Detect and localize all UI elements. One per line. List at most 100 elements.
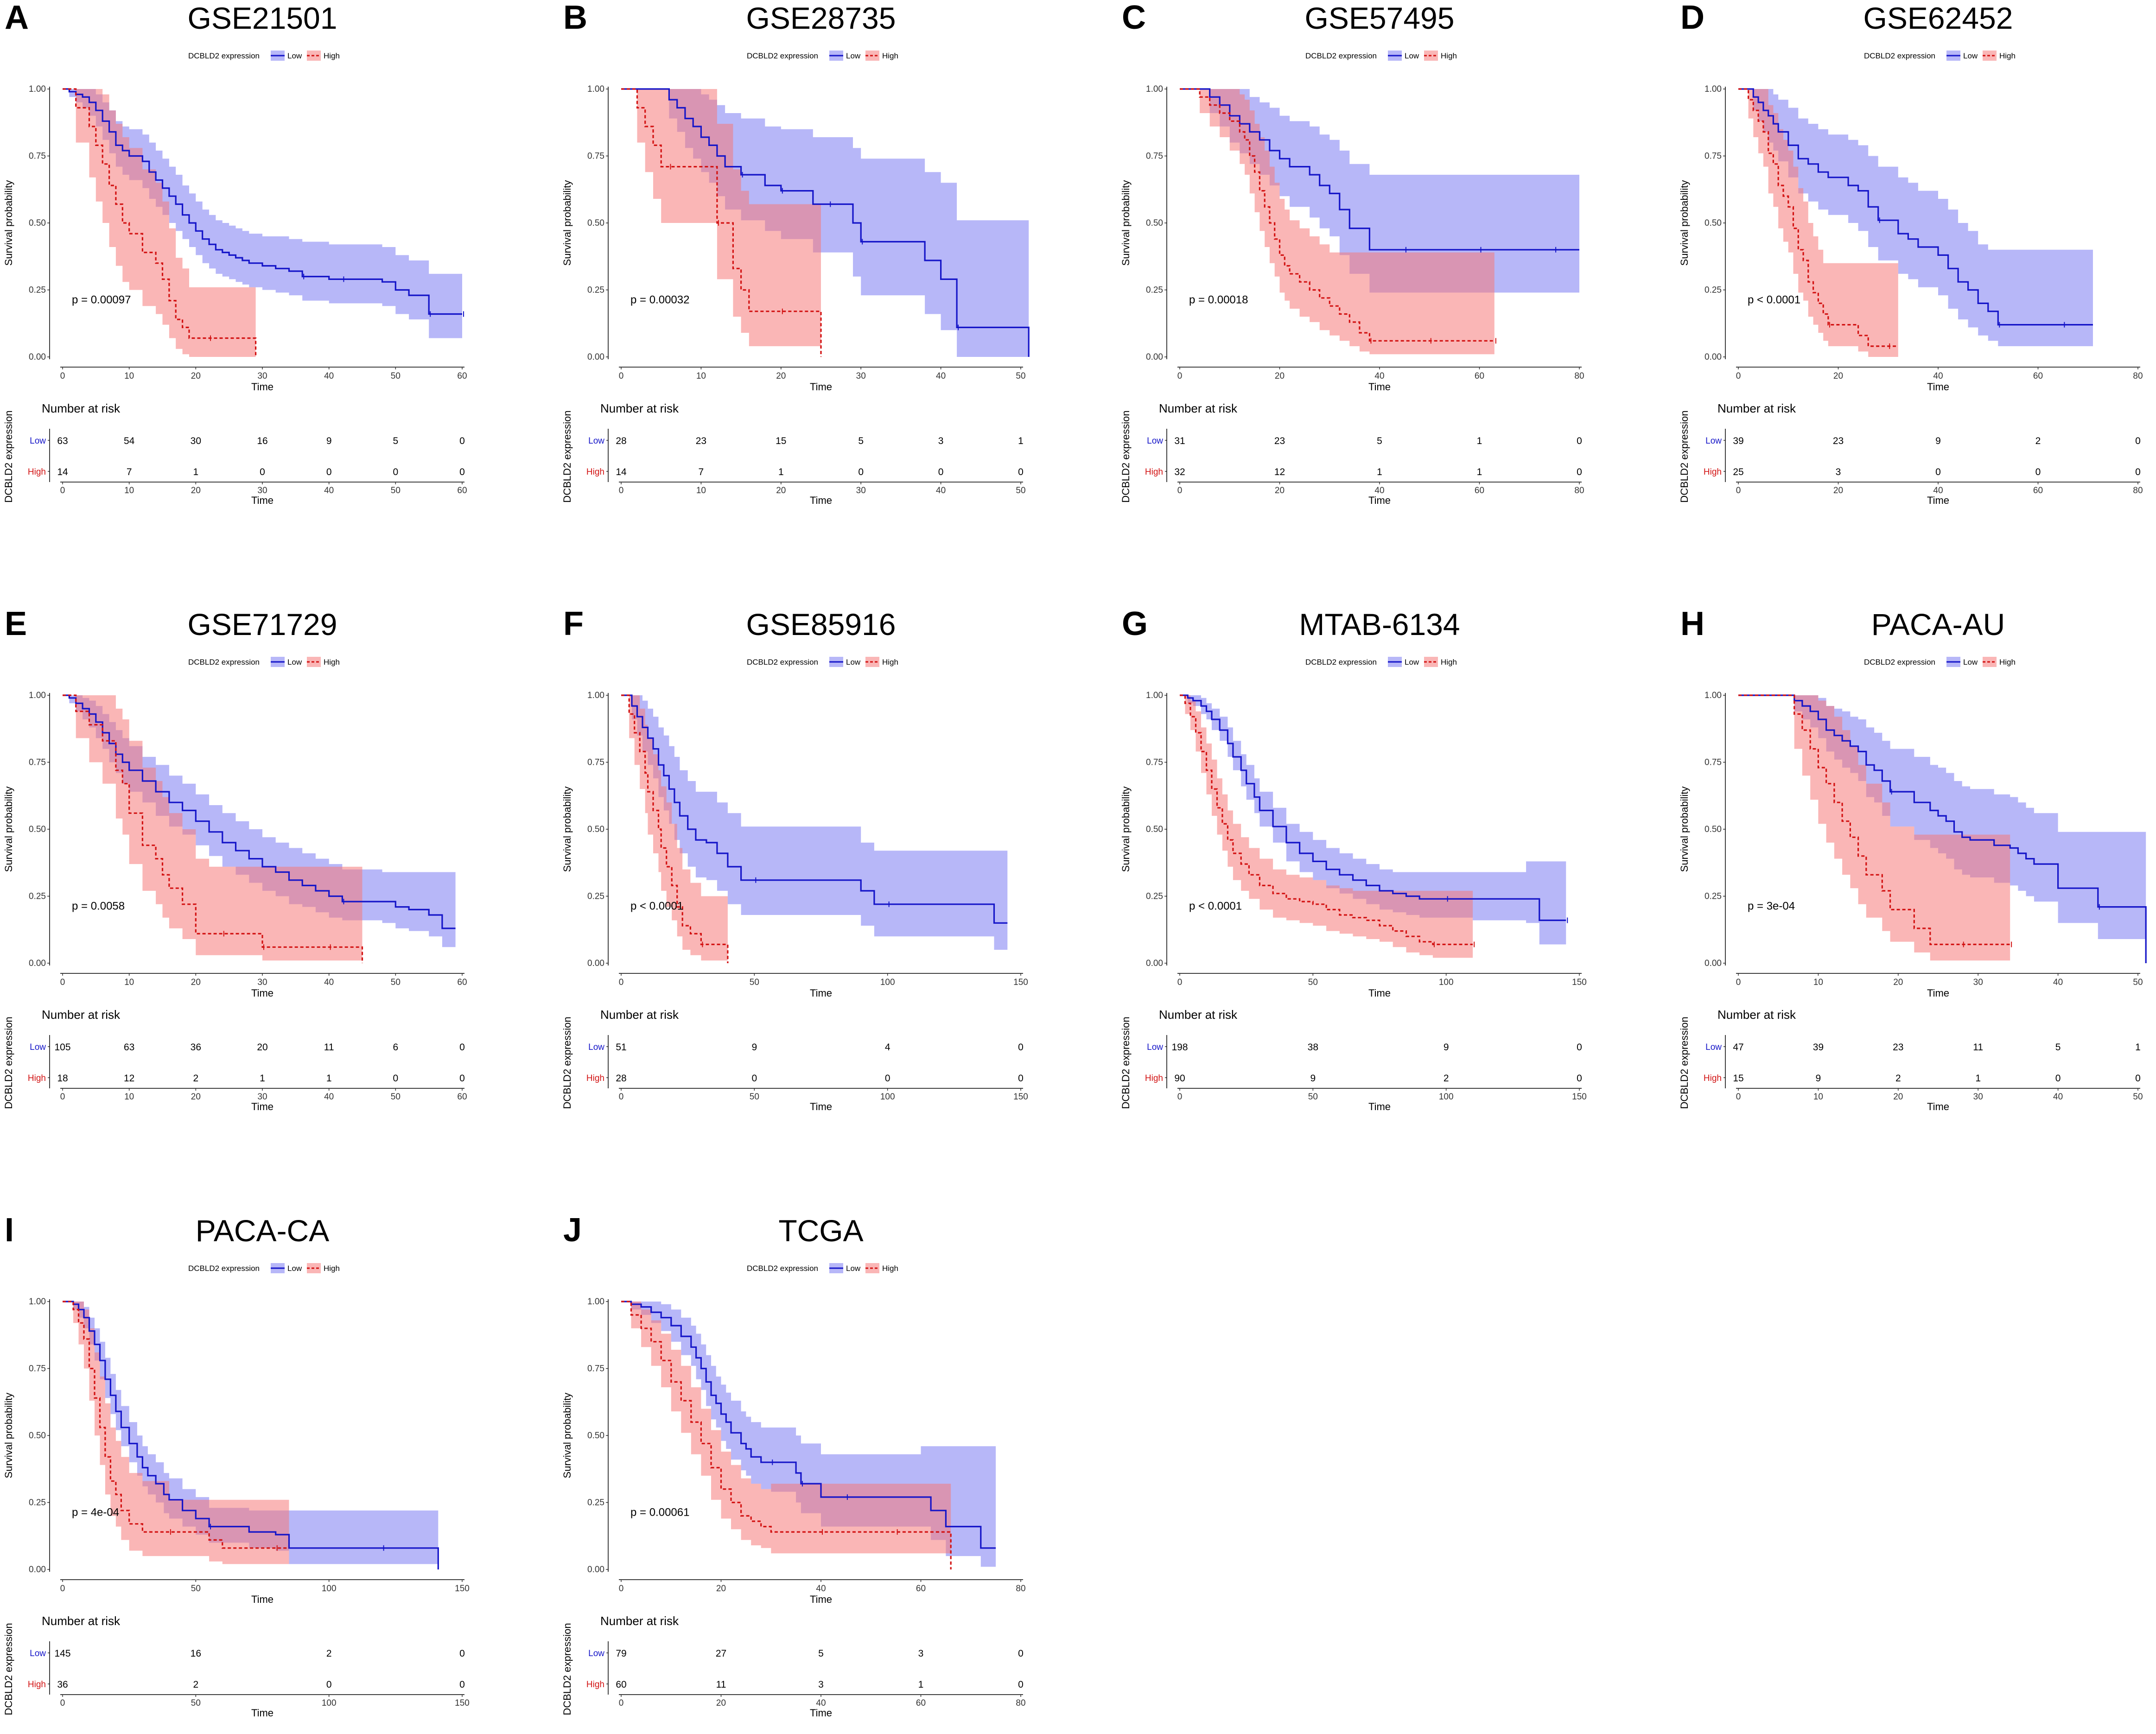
risk-table-title: Number at risk bbox=[1159, 401, 1238, 415]
risk-count-high: 25 bbox=[1733, 467, 1743, 477]
risk-count-low: 28 bbox=[616, 436, 626, 446]
survival-curve-low bbox=[63, 694, 456, 929]
risk-strata-low: Low bbox=[30, 1649, 46, 1658]
y-tick-label: 0.25 bbox=[29, 1498, 46, 1508]
risk-count-low: 23 bbox=[1893, 1042, 1903, 1053]
risk-count-high: 1 bbox=[193, 467, 198, 477]
risk-x-tick-label: 50 bbox=[2133, 1092, 2143, 1102]
risk-y-axis-title: DCBLD2 expression bbox=[561, 410, 573, 502]
risk-count-low: 105 bbox=[54, 1042, 70, 1053]
y-tick-label: 0.50 bbox=[1146, 825, 1163, 834]
risk-count-high: 1 bbox=[918, 1679, 924, 1690]
risk-x-tick-label: 0 bbox=[1736, 1092, 1741, 1102]
x-tick-label: 50 bbox=[750, 978, 759, 987]
risk-count-low: 5 bbox=[2055, 1042, 2061, 1053]
y-tick-label: 0.00 bbox=[1704, 959, 1722, 968]
panel-g: G MTAB-6134 DCBLD2 expression Low High 0.00 0.… bbox=[1120, 605, 1587, 1112]
x-tick-label: 100 bbox=[880, 978, 895, 987]
y-tick-label: 0.50 bbox=[29, 1431, 46, 1441]
panel-title: GSE71729 bbox=[188, 607, 337, 642]
risk-x-tick-label: 80 bbox=[1574, 486, 1584, 495]
x-tick-label: 0 bbox=[1736, 978, 1741, 987]
survival-curve-high bbox=[1738, 694, 2010, 946]
risk-x-tick-label: 40 bbox=[1933, 486, 1943, 495]
survival-curve-low bbox=[63, 88, 462, 315]
y-tick-label: 0.25 bbox=[1146, 892, 1163, 902]
legend-low-label: Low bbox=[1405, 51, 1419, 60]
risk-x-tick-label: 100 bbox=[322, 1698, 337, 1708]
legend-high-label: High bbox=[324, 658, 340, 667]
panel-title: GSE21501 bbox=[188, 1, 337, 35]
risk-count-high: 0 bbox=[459, 1679, 465, 1690]
p-value: p = 0.00097 bbox=[72, 293, 131, 306]
risk-count-low: 3 bbox=[938, 436, 944, 446]
risk-x-axis-title: Time bbox=[251, 1707, 273, 1719]
risk-y-axis-title: DCBLD2 expression bbox=[1679, 1016, 1690, 1109]
risk-count-high: 2 bbox=[193, 1073, 198, 1084]
risk-strata-low: Low bbox=[1147, 1042, 1163, 1052]
survival-curve-low bbox=[1180, 88, 1579, 251]
panel-title: MTAB-6134 bbox=[1299, 607, 1460, 642]
survival-curve-low bbox=[621, 88, 1030, 357]
p-value: p = 0.00061 bbox=[630, 1506, 689, 1518]
y-tick-label: 0.75 bbox=[587, 152, 604, 161]
y-tick-label: 1.00 bbox=[29, 691, 46, 700]
risk-count-high: 0 bbox=[2055, 1073, 2061, 1084]
y-tick-label: 0.00 bbox=[29, 959, 46, 968]
x-tick-label: 100 bbox=[1439, 978, 1454, 987]
x-tick-label: 50 bbox=[391, 371, 401, 381]
risk-x-tick-label: 10 bbox=[124, 486, 134, 495]
panel-e: E GSE71729 DCBLD2 expression Low High 0.00 0.2… bbox=[3, 605, 467, 1112]
ci-band-high bbox=[1738, 89, 1898, 357]
x-tick-label: 40 bbox=[1933, 371, 1943, 381]
risk-x-tick-label: 0 bbox=[60, 1092, 65, 1102]
x-tick-label: 10 bbox=[124, 978, 134, 987]
risk-count-low: 2 bbox=[2035, 436, 2041, 446]
risk-strata-high: High bbox=[28, 467, 46, 477]
ci-band-high bbox=[63, 695, 363, 963]
risk-y-axis-title: DCBLD2 expression bbox=[1120, 410, 1132, 502]
x-tick-label: 60 bbox=[457, 371, 467, 381]
risk-x-tick-label: 20 bbox=[1275, 486, 1285, 495]
y-axis-title: Survival probability bbox=[1120, 787, 1132, 872]
risk-count-low: 16 bbox=[257, 436, 267, 446]
panel-letter: I bbox=[5, 1212, 14, 1249]
p-value: p = 0.00032 bbox=[630, 293, 689, 306]
y-axis-title: Survival probability bbox=[3, 180, 14, 266]
x-axis-title: Time bbox=[1927, 987, 1949, 999]
risk-count-low: 9 bbox=[751, 1042, 757, 1053]
legend-high-label: High bbox=[1441, 658, 1457, 667]
survival-curve-high bbox=[1180, 694, 1473, 946]
y-tick-label: 1.00 bbox=[587, 691, 604, 700]
panel-title: GSE85916 bbox=[746, 607, 896, 642]
risk-x-tick-label: 50 bbox=[1016, 486, 1025, 495]
x-tick-label: 50 bbox=[391, 978, 401, 987]
legend-high-label: High bbox=[1441, 51, 1457, 60]
x-tick-label: 10 bbox=[696, 371, 706, 381]
panel-title: PACA-CA bbox=[196, 1213, 330, 1248]
risk-count-low: 0 bbox=[459, 1042, 465, 1053]
risk-count-low: 5 bbox=[393, 436, 398, 446]
risk-count-high: 1 bbox=[778, 467, 784, 477]
legend-high-label: High bbox=[324, 1264, 340, 1273]
legend-high-label: High bbox=[882, 658, 898, 667]
y-tick-label: 0.25 bbox=[1704, 892, 1722, 902]
x-axis-title: Time bbox=[810, 987, 832, 999]
risk-x-tick-label: 10 bbox=[124, 1092, 134, 1102]
risk-count-high: 12 bbox=[124, 1073, 134, 1084]
p-value: p < 0.0001 bbox=[630, 900, 683, 912]
legend-low-label: Low bbox=[846, 51, 861, 60]
risk-table-title: Number at risk bbox=[1159, 1008, 1238, 1022]
risk-count-low: 51 bbox=[616, 1042, 626, 1053]
x-axis-title: Time bbox=[1927, 381, 1949, 393]
risk-count-low: 39 bbox=[1733, 436, 1743, 446]
risk-count-high: 0 bbox=[459, 1073, 465, 1084]
risk-count-low: 145 bbox=[54, 1648, 70, 1659]
legend-title: DCBLD2 expression bbox=[1864, 658, 1935, 667]
risk-count-high: 90 bbox=[1174, 1073, 1185, 1084]
y-tick-label: 0.50 bbox=[29, 218, 46, 228]
y-tick-label: 0.00 bbox=[587, 1565, 604, 1575]
x-tick-label: 60 bbox=[1475, 371, 1484, 381]
survival-curve-high bbox=[621, 1301, 952, 1569]
